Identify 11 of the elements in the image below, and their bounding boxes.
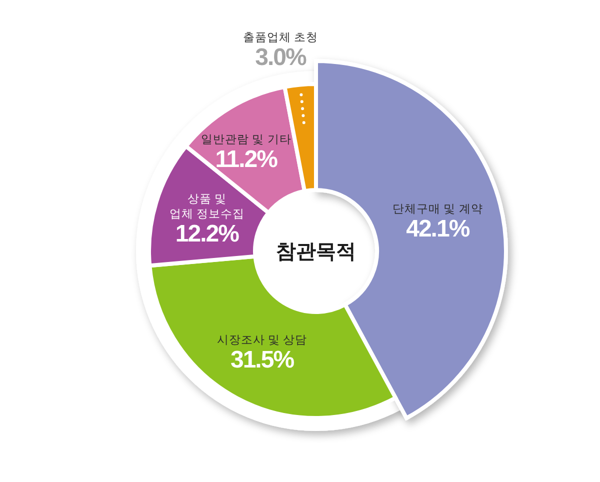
data-label: 12.2% <box>175 220 240 248</box>
data-label: 31.5% <box>230 346 294 374</box>
slice-label: 출품업체 초청 <box>242 31 318 44</box>
slice-label: 시장조사 및 상담 <box>216 334 308 347</box>
data-label: 11.2% <box>215 146 278 174</box>
data-label: 42.1% <box>406 215 470 242</box>
text: 참관목적 <box>276 241 356 263</box>
slice-label: 단체구매 및 계약 <box>392 203 483 216</box>
slice-label: 일반관람 및 기타 <box>200 134 292 146</box>
data-label: 3.0% <box>255 44 306 72</box>
slice-label: 상품 및 업체 정보수집 <box>169 193 245 220</box>
